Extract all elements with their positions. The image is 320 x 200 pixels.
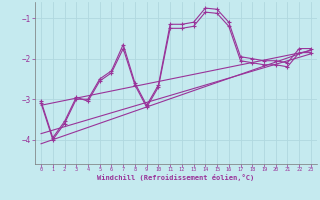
X-axis label: Windchill (Refroidissement éolien,°C): Windchill (Refroidissement éolien,°C) — [97, 174, 255, 181]
